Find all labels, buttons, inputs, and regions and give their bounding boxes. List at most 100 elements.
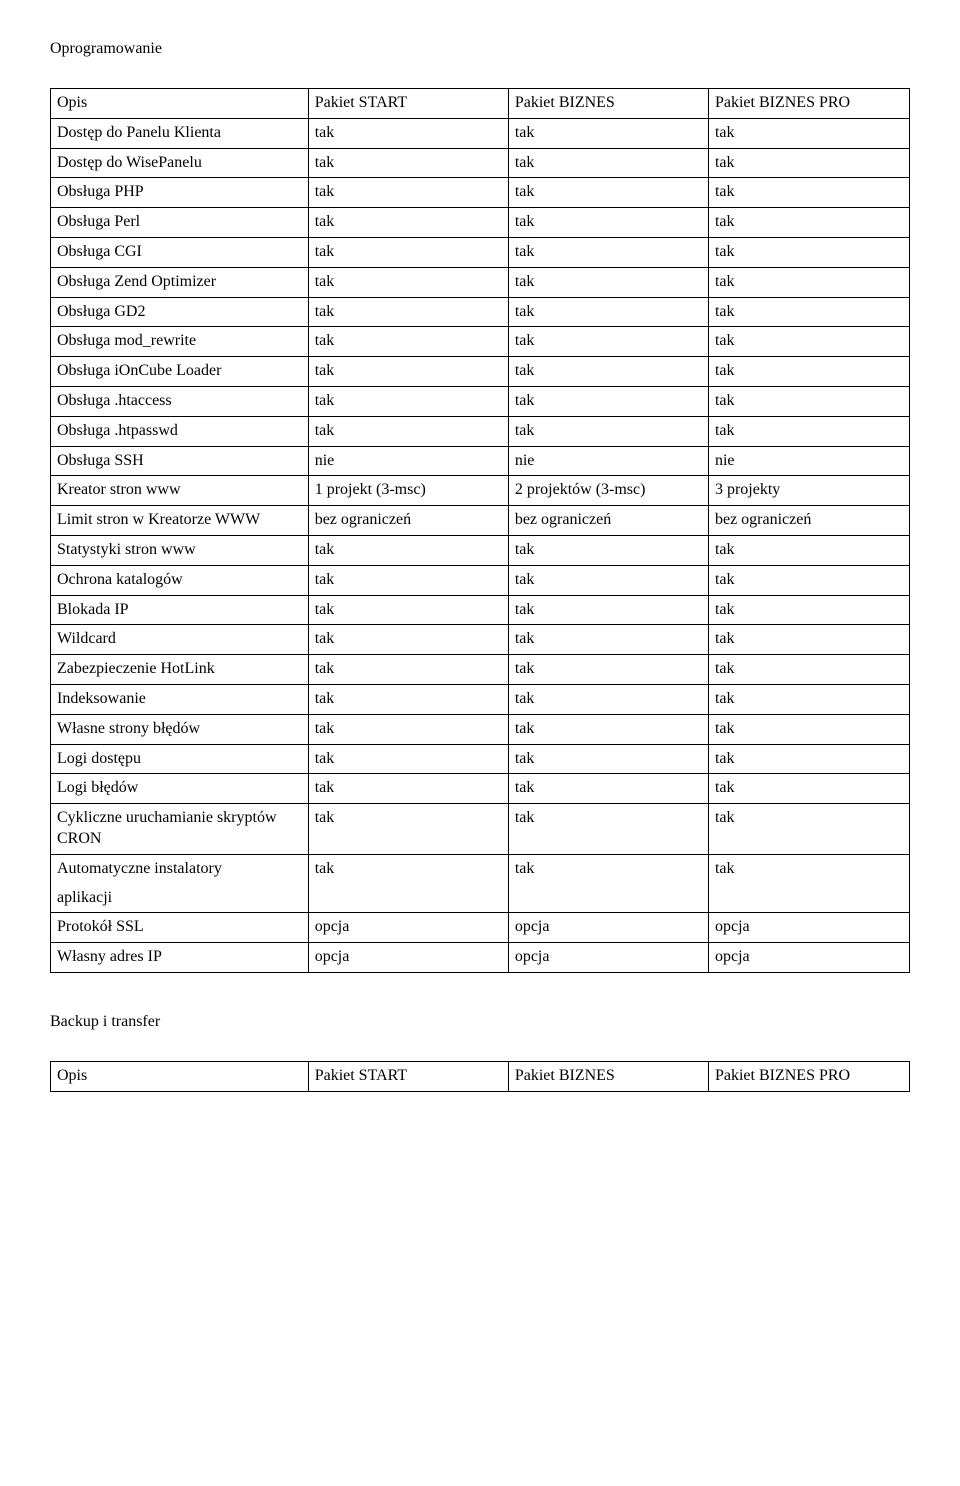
table-cell: Obsługa Zend Optimizer: [51, 267, 309, 297]
table-cell: opcja: [508, 913, 708, 943]
table-cell: Limit stron w Kreatorze WWW: [51, 506, 309, 536]
table-row: Protokół SSLopcjaopcjaopcja: [51, 913, 910, 943]
table-cell: Pakiet BIZNES PRO: [708, 89, 909, 119]
table-cell: Pakiet BIZNES: [508, 1061, 708, 1091]
table-row: Blokada IPtaktaktak: [51, 595, 910, 625]
table-cell: tak: [308, 774, 508, 804]
table-cell: tak: [708, 237, 909, 267]
table-cell: tak: [708, 416, 909, 446]
table-row: Statystyki stron wwwtaktaktak: [51, 535, 910, 565]
table-cell: tak: [508, 208, 708, 238]
table-cell: tak: [508, 416, 708, 446]
table-cell: tak: [508, 267, 708, 297]
table-row: Obsługa Zend Optimizertaktaktak: [51, 267, 910, 297]
table-row: Obsługa GD2taktaktak: [51, 297, 910, 327]
table-cell: tak: [308, 535, 508, 565]
table-cell: Pakiet START: [308, 89, 508, 119]
table-cell: tak: [708, 655, 909, 685]
table-cell: Obsługa .htpasswd: [51, 416, 309, 446]
table-cell: nie: [708, 446, 909, 476]
table-row: Obsługa iOnCube Loadertaktaktak: [51, 357, 910, 387]
table-cell: tak: [308, 237, 508, 267]
table-cell: tak: [708, 357, 909, 387]
table-cell: aplikacji: [51, 884, 309, 913]
table-row: Obsługa .htpasswdtaktaktak: [51, 416, 910, 446]
table-cell: tak: [708, 327, 909, 357]
table-cell: tak: [508, 714, 708, 744]
table-cell: Obsługa PHP: [51, 178, 309, 208]
table-cell: Zabezpieczenie HotLink: [51, 655, 309, 685]
table-cell: tak: [308, 118, 508, 148]
table-cell: tak: [708, 178, 909, 208]
table-cell: Kreator stron www: [51, 476, 309, 506]
table-cell: tak: [308, 208, 508, 238]
table-cell: Indeksowanie: [51, 684, 309, 714]
table-cell: Cykliczne uruchamianie skryptów CRON: [51, 804, 309, 855]
table-cell: tak: [508, 237, 708, 267]
table-cell: [508, 884, 708, 913]
table-cell: tak: [508, 357, 708, 387]
table-cell: Automatyczne instalatory: [51, 854, 309, 883]
table-cell: Obsługa GD2: [51, 297, 309, 327]
table-cell: Obsługa CGI: [51, 237, 309, 267]
table-row: Logi dostęputaktaktak: [51, 744, 910, 774]
table-cell: Pakiet START: [308, 1061, 508, 1091]
table-cell: tak: [708, 625, 909, 655]
table-row: OpisPakiet STARTPakiet BIZNESPakiet BIZN…: [51, 1061, 910, 1091]
table-row: Własne strony błędówtaktaktak: [51, 714, 910, 744]
table-backup: OpisPakiet STARTPakiet BIZNESPakiet BIZN…: [50, 1061, 910, 1092]
table-cell: tak: [708, 267, 909, 297]
table-row: Własny adres IPopcjaopcjaopcja: [51, 943, 910, 973]
table-cell: tak: [308, 714, 508, 744]
table-row: Logi błędówtaktaktak: [51, 774, 910, 804]
table-row: Dostęp do Panelu Klientataktaktak: [51, 118, 910, 148]
table-row: Limit stron w Kreatorze WWWbez ogranicze…: [51, 506, 910, 536]
table-cell: tak: [308, 595, 508, 625]
table-cell: 1 projekt (3-msc): [308, 476, 508, 506]
table-cell: Obsługa iOnCube Loader: [51, 357, 309, 387]
table-cell: opcja: [308, 943, 508, 973]
table-cell: tak: [708, 744, 909, 774]
table-row: aplikacji: [51, 884, 910, 913]
table-cell: tak: [708, 208, 909, 238]
table-cell: tak: [508, 148, 708, 178]
table-cell: Opis: [51, 1061, 309, 1091]
table-cell: tak: [508, 854, 708, 883]
table-cell: tak: [508, 804, 708, 855]
table-cell: Ochrona katalogów: [51, 565, 309, 595]
table-cell: [308, 884, 508, 913]
table-row: Automatyczne instalatorytaktaktak: [51, 854, 910, 883]
table-cell: tak: [508, 625, 708, 655]
table-cell: tak: [308, 625, 508, 655]
table-cell: tak: [308, 327, 508, 357]
table-row: Obsługa CGItaktaktak: [51, 237, 910, 267]
table-row: Cykliczne uruchamianie skryptów CRONtakt…: [51, 804, 910, 855]
table-cell: Opis: [51, 89, 309, 119]
table-cell: tak: [308, 804, 508, 855]
table-cell: tak: [308, 178, 508, 208]
table-cell: tak: [708, 714, 909, 744]
table-cell: opcja: [508, 943, 708, 973]
table-cell: 2 projektów (3-msc): [508, 476, 708, 506]
table-row: Obsługa mod_rewritetaktaktak: [51, 327, 910, 357]
table-cell: opcja: [708, 913, 909, 943]
table-oprogramowanie: OpisPakiet STARTPakiet BIZNESPakiet BIZN…: [50, 88, 910, 973]
table-cell: tak: [308, 684, 508, 714]
table-cell: tak: [508, 744, 708, 774]
table-cell: Pakiet BIZNES PRO: [708, 1061, 909, 1091]
table-cell: Obsługa SSH: [51, 446, 309, 476]
table-cell: tak: [508, 655, 708, 685]
table-cell: tak: [508, 595, 708, 625]
table-cell: Obsługa Perl: [51, 208, 309, 238]
table-cell: tak: [708, 854, 909, 883]
table-cell: tak: [508, 386, 708, 416]
table-cell: tak: [708, 386, 909, 416]
table-cell: tak: [708, 535, 909, 565]
table-cell: Logi dostępu: [51, 744, 309, 774]
table-cell: 3 projekty: [708, 476, 909, 506]
table-cell: tak: [308, 854, 508, 883]
table-cell: tak: [508, 565, 708, 595]
table-row: Dostęp do WisePanelutaktaktak: [51, 148, 910, 178]
table-row: Obsługa PHPtaktaktak: [51, 178, 910, 208]
table-cell: tak: [708, 804, 909, 855]
